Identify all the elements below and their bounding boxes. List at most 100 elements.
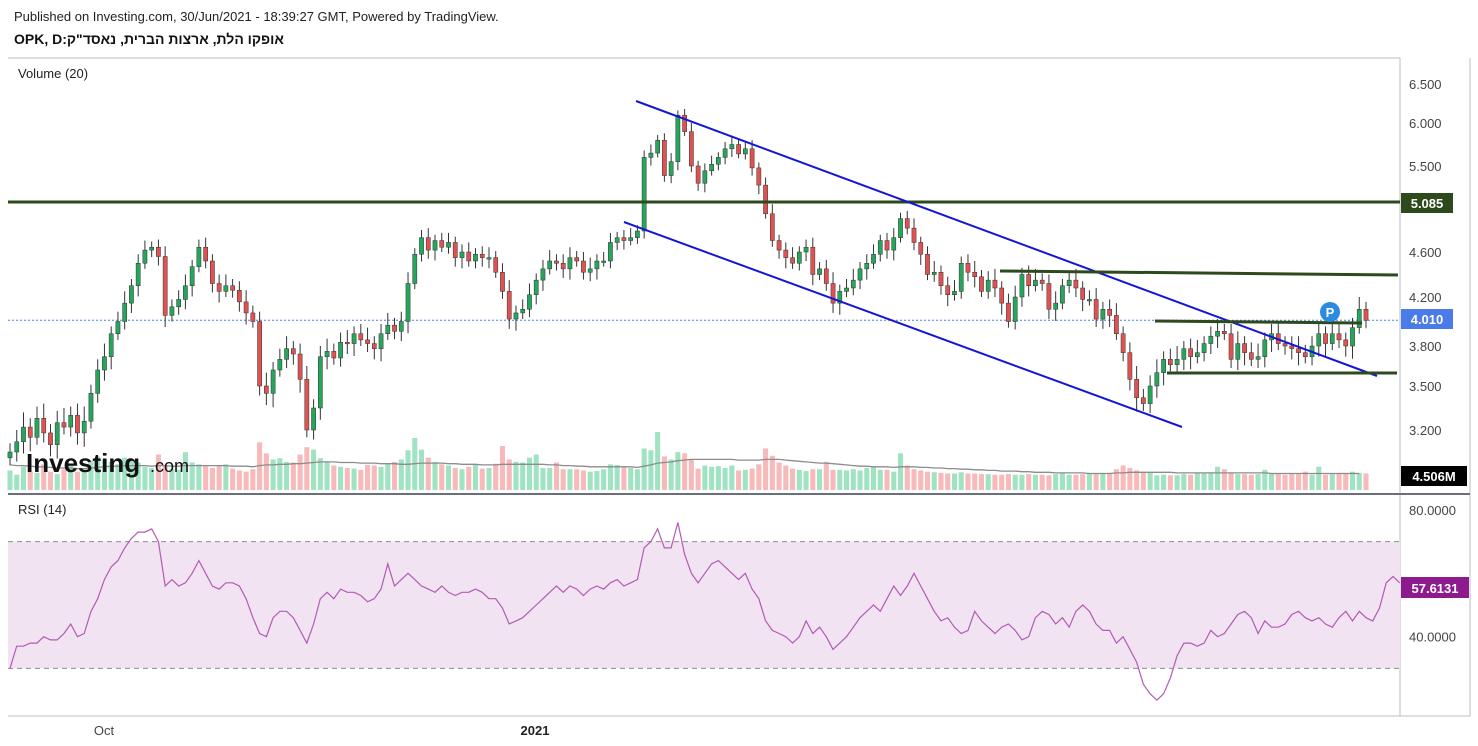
volume-bar	[230, 468, 236, 490]
candle-body	[1242, 343, 1247, 353]
volume-bar	[648, 450, 654, 490]
candle-body	[506, 291, 512, 320]
volume-bar	[695, 468, 701, 490]
candle-body	[102, 356, 107, 371]
volume-bar	[594, 471, 600, 490]
candle-body	[898, 218, 903, 238]
candle-body	[641, 157, 647, 232]
volume-bar	[74, 471, 80, 490]
volume-bar	[897, 453, 904, 490]
price-tick-label: 6.500	[1409, 77, 1442, 92]
candle-body	[398, 321, 404, 332]
candle-body	[210, 260, 215, 284]
candle-body	[1114, 315, 1119, 334]
volume-bar	[1242, 474, 1248, 490]
candle-body	[351, 333, 357, 344]
volume-bar	[398, 459, 404, 490]
volume-bar	[101, 459, 107, 490]
volume-bar	[1349, 471, 1356, 490]
candle-body	[743, 148, 748, 155]
candle-body	[965, 263, 971, 273]
candle-body	[385, 324, 391, 334]
candle-body	[425, 237, 431, 251]
candle-body	[230, 285, 235, 291]
logo-brand: Investing	[26, 448, 140, 478]
candle-body	[14, 441, 20, 453]
candle-body	[257, 321, 262, 387]
volume-bar	[931, 472, 937, 490]
volume-bar	[533, 454, 539, 490]
volume-bar	[122, 457, 128, 490]
volume-bar	[459, 469, 465, 490]
candle-body	[803, 246, 809, 253]
volume-bars	[7, 431, 1369, 490]
volume-bar	[1356, 472, 1362, 490]
price-tick-label: 3.800	[1409, 339, 1442, 354]
volume-bar	[432, 461, 438, 490]
candles	[7, 108, 1369, 466]
volume-bar	[830, 469, 836, 490]
volume-bar	[965, 473, 971, 490]
volume-bar	[1107, 472, 1113, 490]
volume-bar	[182, 452, 188, 490]
candle-body	[331, 351, 337, 359]
volume-bar	[1154, 475, 1160, 490]
candle-body	[324, 351, 330, 357]
candle-body	[554, 260, 559, 264]
candle-body	[877, 240, 883, 255]
candle-body	[162, 256, 168, 316]
event-marker-icon[interactable]: P	[1320, 302, 1340, 322]
volume-bar	[317, 458, 323, 490]
volume-bar	[290, 462, 296, 490]
volume-bar	[904, 465, 910, 490]
volume-bar	[216, 465, 222, 490]
volume-bar	[1194, 473, 1200, 490]
volume-bar	[81, 470, 87, 490]
volume-bar	[837, 469, 843, 490]
price-axis: 6.500 6.000 5.500 4.600 4.200 3.800 3.500 3.200	[1409, 77, 1442, 438]
candle-body	[203, 246, 208, 262]
candle-body	[446, 242, 451, 248]
volume-bar	[176, 469, 182, 490]
volume-bar	[405, 450, 411, 490]
volume-bar	[418, 449, 425, 490]
candle-body	[790, 257, 795, 264]
resistance-badge: 5.085	[1401, 193, 1453, 213]
candle-body	[769, 213, 775, 241]
volume-bar	[992, 474, 998, 490]
price-tick-label: 6.000	[1409, 116, 1442, 131]
candle-body	[1208, 335, 1214, 344]
volume-bar	[1174, 475, 1180, 490]
rsi-axis: 80.0000 40.0000	[1409, 503, 1456, 645]
volume-bar	[1161, 474, 1167, 490]
volume-bar	[297, 454, 303, 490]
candle-body	[412, 254, 418, 284]
volume-bar	[803, 471, 809, 490]
volume-bar	[1309, 474, 1315, 490]
candle-body	[304, 379, 310, 431]
symbol-title: אופקו הלת, ארצות הברית, נאסד"ק:OPK, D	[14, 31, 284, 47]
volume-badge: 4.506M	[1401, 466, 1467, 486]
candle-body	[614, 237, 620, 243]
candle-body	[365, 339, 370, 344]
volume-bar	[1039, 474, 1045, 490]
volume-bar	[277, 458, 283, 490]
candle-body	[999, 287, 1005, 304]
volume-bar	[439, 464, 445, 490]
volume-bar	[547, 468, 553, 490]
volume-bar	[1140, 471, 1146, 490]
volume-bar	[560, 469, 566, 490]
candle-body	[1073, 279, 1079, 289]
volume-bar	[763, 448, 769, 490]
candle-body	[952, 291, 957, 295]
volume-bar	[250, 469, 256, 490]
candle-body	[243, 301, 249, 314]
published-caption: Published on Investing.com, 30/Jun/2021 …	[14, 9, 499, 24]
volume-bar	[236, 470, 242, 490]
volume-bar	[1262, 469, 1268, 490]
volume-bar	[540, 468, 546, 490]
candle-body	[695, 165, 701, 184]
candle-body	[297, 353, 303, 380]
volume-bar	[1201, 472, 1207, 490]
